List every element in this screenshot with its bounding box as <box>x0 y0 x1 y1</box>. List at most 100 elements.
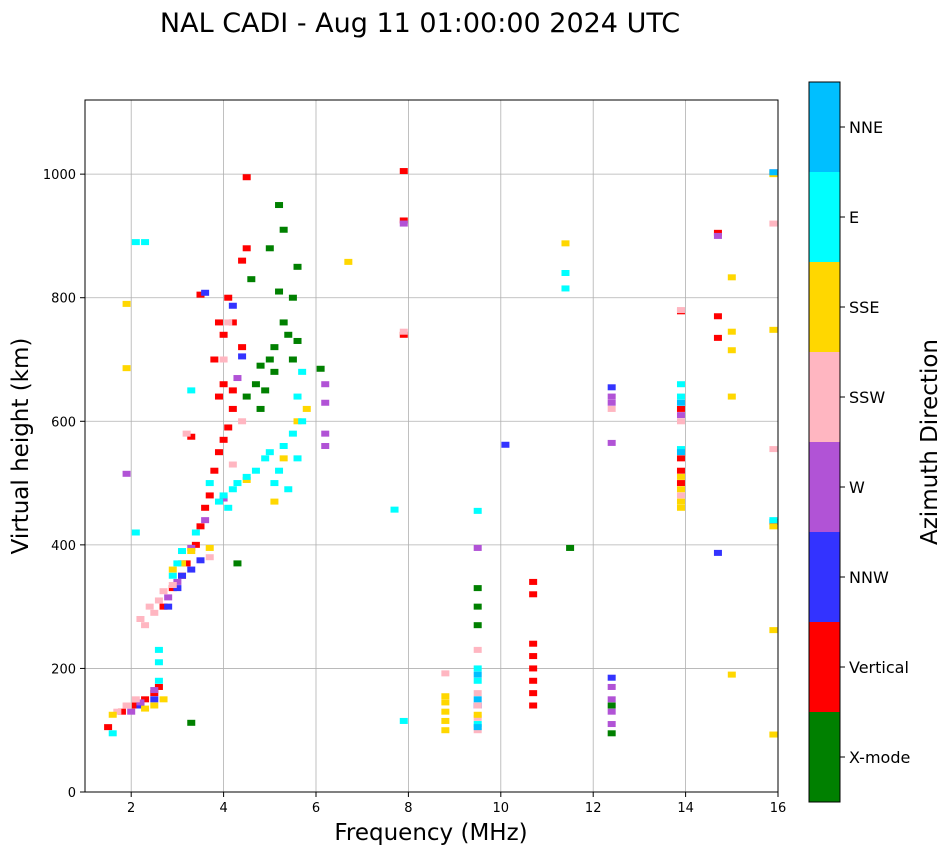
data-point-e <box>219 492 228 499</box>
data-point-w <box>187 544 196 551</box>
data-point-vertical <box>242 245 251 252</box>
data-point-e <box>298 418 307 425</box>
data-point-ssw <box>399 328 408 335</box>
y-tick-label: 800 <box>51 292 76 307</box>
data-point-e <box>279 443 288 449</box>
data-point-ssw <box>473 646 482 653</box>
data-point-sse <box>676 498 685 505</box>
data-point-e <box>131 529 140 536</box>
data-point-vertical <box>399 168 408 175</box>
y-tick-label: 200 <box>51 662 76 677</box>
data-point-vertical <box>529 578 538 585</box>
data-point-ssw <box>473 727 482 734</box>
colorbar-tick-label: SSW <box>849 388 885 407</box>
data-point-x-mode <box>275 288 284 295</box>
data-point-sse <box>676 473 685 480</box>
data-point-vertical <box>219 436 228 443</box>
data-point-e <box>214 498 223 505</box>
data-point-w <box>473 544 482 551</box>
data-point-x-mode <box>187 719 196 726</box>
data-point-nne <box>473 696 482 703</box>
data-point-ssw <box>228 461 237 468</box>
data-point-vertical <box>529 591 538 598</box>
data-point-sse <box>270 498 279 505</box>
data-point-sse <box>441 727 450 734</box>
data-point-w <box>321 399 330 406</box>
data-point-e <box>154 646 163 653</box>
data-point-vertical <box>529 702 538 709</box>
data-point-vertical <box>187 433 196 440</box>
data-point-sse <box>727 347 736 354</box>
data-point-sse <box>159 696 168 703</box>
data-point-w <box>399 220 408 227</box>
data-point-ssw <box>159 588 168 595</box>
data-point-e <box>275 467 284 474</box>
data-point-x-mode <box>265 356 274 363</box>
data-point-x-mode <box>256 405 265 412</box>
x-axis-label: Frequency (MHz) <box>334 820 527 846</box>
data-point-w <box>607 683 616 690</box>
data-point-x-mode <box>242 393 251 400</box>
data-point-w <box>713 232 722 239</box>
data-point-w <box>122 470 131 477</box>
data-point-sse <box>187 548 196 555</box>
x-tick-label: 16 <box>770 801 787 816</box>
data-point-nne <box>676 399 685 406</box>
data-point-sse <box>561 240 570 247</box>
data-point-sse <box>676 486 685 493</box>
data-point-nnw <box>187 566 196 573</box>
data-point-e <box>390 506 399 513</box>
data-point-nne <box>676 449 685 456</box>
data-point-x-mode <box>275 202 284 209</box>
data-point-ssw <box>676 492 685 499</box>
data-point-vertical <box>228 387 237 394</box>
data-point-sse <box>168 566 177 573</box>
data-point-sse <box>727 274 736 281</box>
data-point-x-mode <box>607 702 616 709</box>
data-point-e <box>676 446 685 453</box>
data-point-e <box>473 677 482 684</box>
data-point-ssw <box>441 670 450 677</box>
colorbar-tick-label: NNE <box>849 118 883 137</box>
data-point-vertical <box>228 405 237 412</box>
data-point-vertical <box>713 313 722 320</box>
data-point-vertical <box>228 319 237 326</box>
data-point-nnw <box>501 441 510 448</box>
data-point-e <box>154 677 163 684</box>
data-point-ssw <box>205 554 214 561</box>
data-point-vertical <box>210 356 219 363</box>
data-point-x-mode <box>256 362 265 369</box>
data-point-x-mode <box>233 560 242 567</box>
data-point-x-mode <box>473 622 482 629</box>
data-point-w <box>127 708 136 715</box>
data-point-vertical <box>676 405 685 412</box>
data-point-nnw <box>136 702 145 709</box>
data-point-sse <box>122 300 131 307</box>
data-point-sse <box>769 731 778 738</box>
data-point-ssw <box>122 702 131 709</box>
data-point-nnw <box>607 384 616 391</box>
data-point-e <box>288 430 297 437</box>
data-point-nne <box>473 724 482 731</box>
data-point-vertical <box>214 319 223 326</box>
data-point-w <box>136 699 145 706</box>
data-point-e <box>205 480 214 487</box>
colorbar-segment-e <box>809 172 840 262</box>
data-point-sse <box>441 699 450 706</box>
data-point-sse <box>473 711 482 718</box>
colorbar-segment-nne <box>809 82 840 172</box>
data-point-nnw <box>196 557 205 564</box>
data-point-sse <box>727 671 736 678</box>
data-point-x-mode <box>284 331 293 338</box>
data-point-e <box>131 239 140 246</box>
data-point-w <box>607 721 616 728</box>
data-point-vertical <box>205 492 214 499</box>
data-point-ssw <box>145 603 154 610</box>
data-point-vertical <box>238 257 247 264</box>
x-tick-label: 6 <box>312 801 320 816</box>
colorbar-frame <box>808 81 841 803</box>
data-point-vertical <box>131 702 140 709</box>
colorbar-segment-nnw <box>809 532 840 622</box>
colorbar-tick-label: X-mode <box>849 748 910 767</box>
